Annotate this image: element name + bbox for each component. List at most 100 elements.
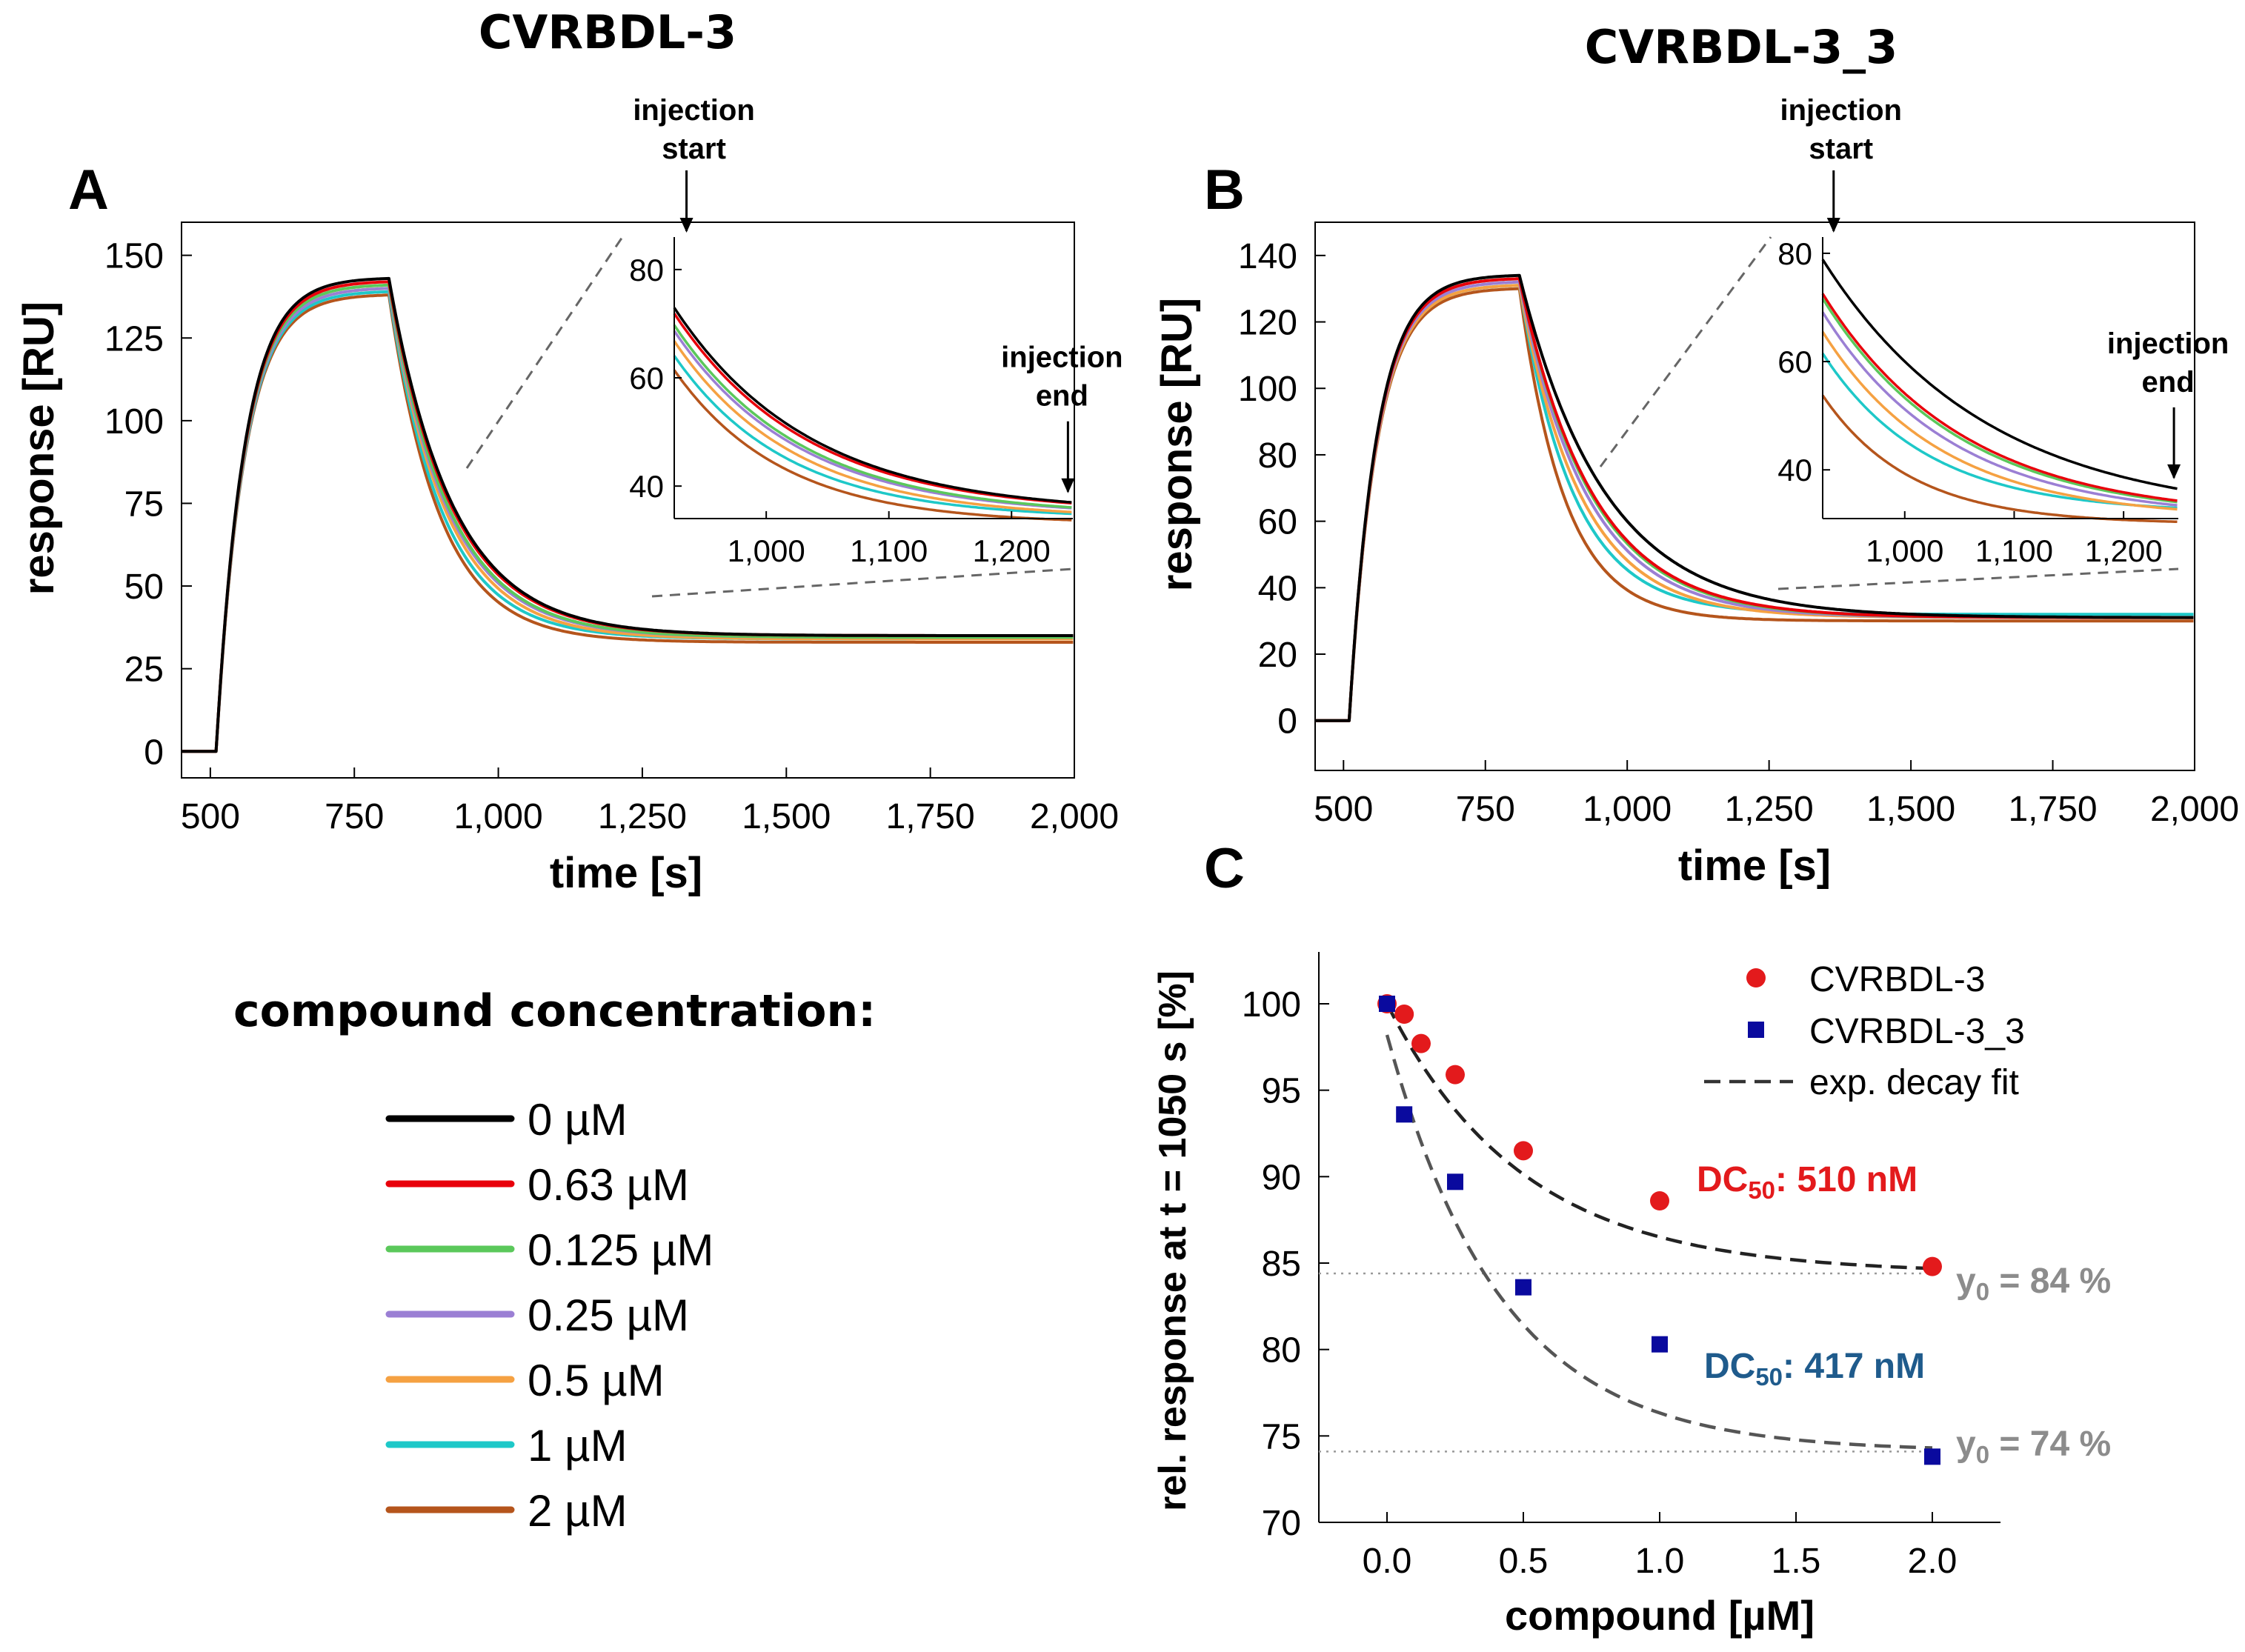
- y-tick-label: 95: [1262, 1072, 1301, 1111]
- series-line-0-125--M: [182, 283, 1074, 753]
- inset-series-line: [1821, 331, 2178, 511]
- y-tick-label: 125: [104, 319, 164, 359]
- ylabel-c: rel. response at t = 1050 s [%]: [1151, 970, 1194, 1511]
- series-line-0--M: [182, 276, 1074, 753]
- y-tick-label: 100: [104, 402, 164, 442]
- data-points-c: [1377, 994, 1942, 1465]
- legend-marker-circle: [1746, 968, 1766, 987]
- y-tick-label: 100: [1238, 370, 1297, 409]
- inset-y-tick-label: 60: [629, 361, 664, 396]
- y-tick-label: 80: [1258, 436, 1297, 476]
- plot-frame: [1314, 222, 2195, 771]
- axes-b: 500 750 1,000 1,250 1,500 1,750 2,000 0 20 40 60 80…: [1238, 222, 2239, 829]
- legend-label: CVRBDL-3_3: [1809, 1012, 2025, 1051]
- inset-series-line: [673, 307, 1072, 504]
- y-tick-label: 20: [1258, 636, 1297, 675]
- y-tick-label: 0: [144, 733, 164, 772]
- y-tick-label: 80: [1262, 1331, 1301, 1370]
- inset-a: 1,000 1,100 1,200 40 60 80 injection start injec…: [465, 94, 1123, 598]
- data-point-circle: [1446, 1065, 1465, 1085]
- x-tick-label: 1,500: [1866, 790, 1955, 829]
- zoom-guide-line: [651, 567, 1074, 598]
- title-left: CVRBDL-3: [479, 5, 736, 59]
- data-point-square: [1379, 996, 1395, 1012]
- x-tick-label: 1,000: [1583, 790, 1672, 829]
- annotation-injection-end: end: [1036, 380, 1088, 413]
- legend-label: 0.63 µM: [528, 1160, 689, 1210]
- x-tick-label: 1.0: [1635, 1542, 1685, 1581]
- data-point-circle: [1650, 1191, 1669, 1210]
- inset-series-line: [1821, 259, 2178, 490]
- inset-series-line: [1821, 298, 2178, 504]
- injection-start-arrowhead: [679, 218, 694, 233]
- inset-y-tick-label: 40: [629, 469, 664, 504]
- inset-series-line: [1821, 394, 2178, 524]
- inset-series-line: [673, 355, 1072, 516]
- y0-label-cvrbdl-3-3: y0 = 74 %: [1956, 1425, 2111, 1468]
- y-tick-label: 60: [1258, 503, 1297, 542]
- legend-marker-square: [1748, 1022, 1764, 1038]
- annotation-injection-start: injection: [1780, 94, 1902, 127]
- y-tick-label: 50: [124, 567, 164, 607]
- y-tick-label: 0: [1277, 702, 1297, 742]
- legend-label: 0.25 µM: [528, 1290, 689, 1340]
- inset-x-tick-label: 1,100: [1975, 533, 2053, 568]
- zoom-guide-line: [465, 236, 624, 469]
- annotations-c: DC50: 510 nM DC50: 417 nM y0 = 84 % y0 = 74…: [1697, 1160, 2111, 1468]
- concentration-legend: compound concentration: 0 µM 0.63 µM 0.125…: [233, 985, 876, 1536]
- x-tick-label: 2.0: [1908, 1542, 1958, 1581]
- x-tick-label: 2,000: [1030, 797, 1119, 836]
- annotation-injection-start: start: [1809, 133, 1873, 165]
- panel-b: B response [RU] time [s] 500 750 1,000 1,25…: [1153, 94, 2239, 890]
- series-line-0--M: [1315, 273, 2194, 722]
- injection-start-arrowhead: [1826, 218, 1840, 233]
- ylabel-b: response [RU]: [1153, 298, 1201, 591]
- axes-a: 500 750 1,000 1,250 1,500 1,750 2,000 0 25 50 75 10…: [104, 222, 1119, 836]
- inset-series-line: [673, 324, 1072, 509]
- data-point-square: [1447, 1173, 1463, 1190]
- zoom-guide-line: [1599, 236, 1772, 467]
- x-tick-label: 2,000: [2150, 790, 2239, 829]
- x-tick-label: 1,250: [1725, 790, 1814, 829]
- inset-y-tick-label: 80: [629, 253, 664, 287]
- xlabel-c: compound [µM]: [1505, 1592, 1815, 1639]
- legend-label: 2 µM: [528, 1486, 628, 1536]
- legend-heading: compound concentration:: [233, 985, 876, 1037]
- data-point-circle: [1394, 1005, 1414, 1024]
- y-tick-label: 40: [1258, 569, 1297, 608]
- data-point-square: [1396, 1106, 1413, 1123]
- y0-label-cvrbdl-3: y0 = 84 %: [1956, 1262, 2111, 1305]
- inset-series-line: [1821, 293, 2178, 502]
- fit-curves-c: [1385, 1002, 1933, 1450]
- x-tick-label: 1,250: [598, 797, 687, 836]
- inset-y-tick-label: 80: [1777, 236, 1812, 271]
- dc50-label-cvrbdl-3: DC50: 510 nM: [1697, 1160, 1918, 1204]
- legend-label: 0.125 µM: [528, 1225, 714, 1275]
- x-tick-label: 750: [1456, 790, 1515, 829]
- fit-curve: [1385, 1034, 1933, 1450]
- axes-c: 0.0 0.5 1.0 1.5 2.0 70 75 80 85 90 95 100: [1242, 952, 2000, 1581]
- y-tick-label: 120: [1238, 304, 1297, 343]
- annotation-injection-start: start: [662, 133, 726, 165]
- inset-series-line: [673, 340, 1072, 513]
- x-tick-label: 1,500: [742, 797, 831, 836]
- legend-label: 0 µM: [528, 1095, 628, 1145]
- annotation-injection-end: injection: [1001, 342, 1122, 374]
- inset-series-line: [1821, 311, 2178, 507]
- xlabel-b: time [s]: [1678, 842, 1831, 890]
- inset-y-tick-label: 60: [1777, 344, 1812, 379]
- inset-b: 1,000 1,100 1,200 40 60 80 injection start injec…: [1599, 94, 2229, 590]
- series-group-b: [1315, 273, 2194, 722]
- plot-frame: [181, 222, 1075, 779]
- dc50-label-cvrbdl-3-3: DC50: 417 nM: [1704, 1347, 1925, 1390]
- legend-label: exp. decay fit: [1809, 1063, 2019, 1102]
- ylabel-a: response [RU]: [15, 302, 63, 595]
- inset-x-tick-label: 1,000: [728, 533, 805, 568]
- series-line-2--M: [182, 293, 1074, 753]
- data-point-square: [1515, 1279, 1531, 1296]
- panel-label-b: B: [1204, 159, 1245, 222]
- y-tick-label: 70: [1262, 1504, 1301, 1543]
- panel-label-a: A: [68, 159, 109, 222]
- inset-series-line: [673, 369, 1072, 522]
